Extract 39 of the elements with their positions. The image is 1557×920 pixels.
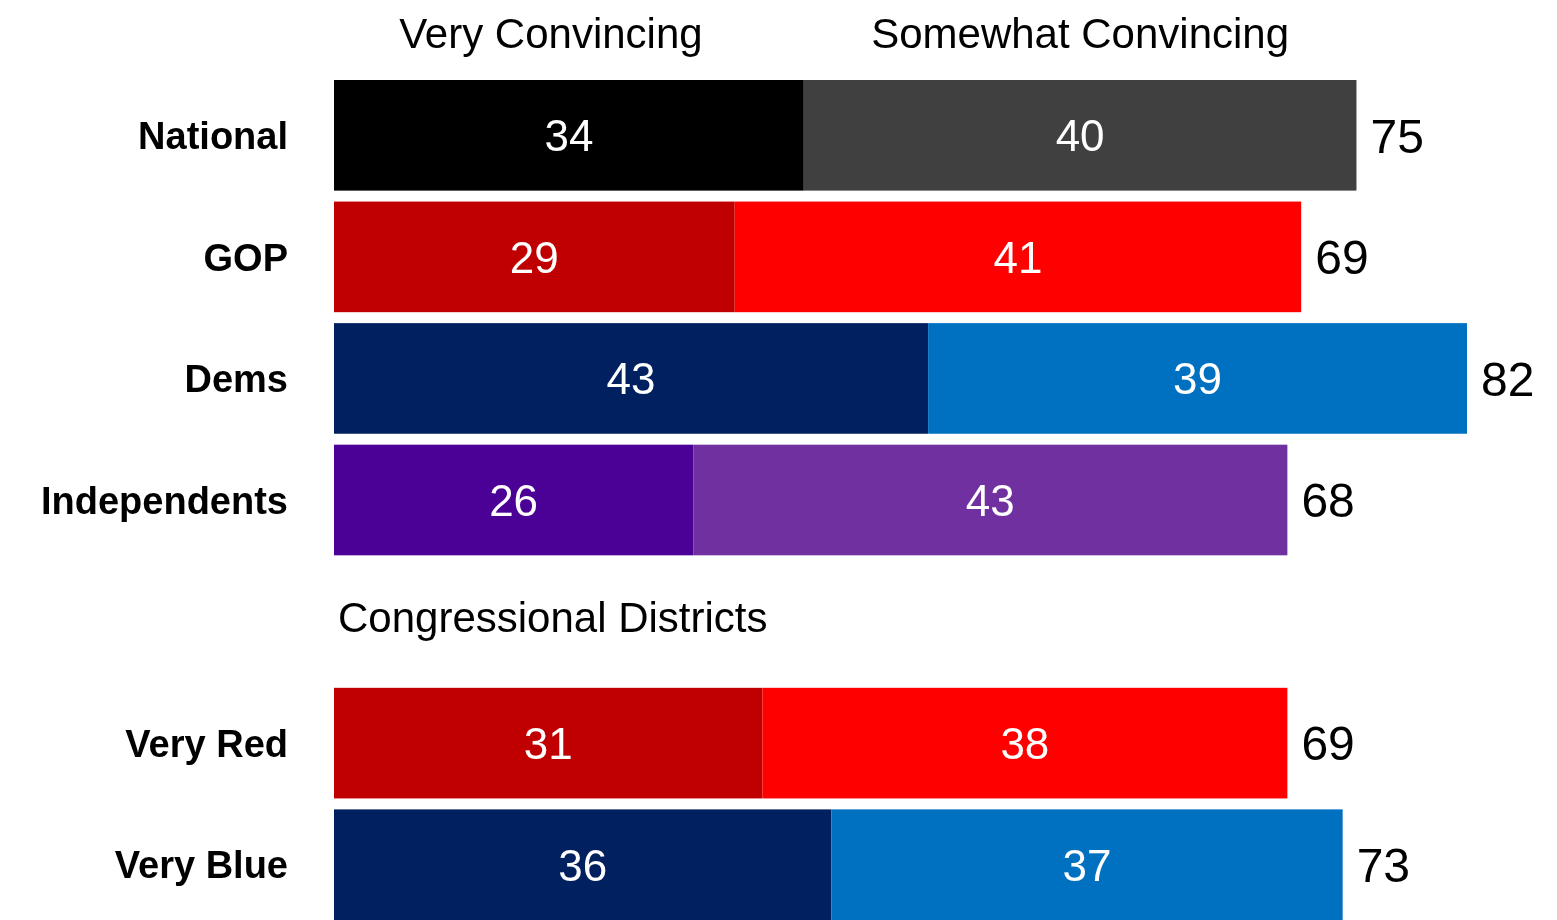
y-tick-label: National [138,114,288,157]
bar [734,201,1302,313]
data-label: 39 [1173,354,1223,404]
y-tick-label: Independents [40,479,288,522]
total-label: 69 [1301,717,1355,771]
total-label: 69 [1315,231,1369,285]
data-label: 43 [965,475,1015,525]
total-label: 75 [1370,109,1424,163]
bar [334,323,929,434]
series-label: Very Convincing [399,10,703,57]
data-label: 26 [489,475,539,525]
bar [831,809,1343,920]
bar [693,444,1288,556]
bar [803,80,1357,191]
bar [334,80,804,191]
bar [762,687,1288,799]
total-label: 73 [1356,838,1411,892]
annotation: Congressional Districts [338,593,768,641]
bar [928,323,1467,434]
data-label: 43 [606,354,656,404]
data-label: 36 [558,840,608,890]
bar [334,809,832,920]
total-label: 82 [1481,352,1535,406]
y-tick-label: GOP [203,236,288,279]
series-label: Somewhat Convincing [871,10,1290,57]
data-label: 29 [509,232,559,282]
data-label: 38 [1000,718,1050,768]
data-label: 37 [1062,840,1112,890]
y-tick-label: Dems [184,358,288,401]
y-tick-label: Very Red [125,722,288,765]
data-label: 41 [993,232,1043,282]
bar [334,687,763,799]
data-label: 34 [544,111,594,161]
data-label: 31 [523,718,573,768]
data-label: 40 [1055,111,1105,161]
total-label: 68 [1301,474,1355,528]
y-tick-label: Very Blue [114,844,288,887]
bar [334,201,735,313]
bar [334,444,694,556]
